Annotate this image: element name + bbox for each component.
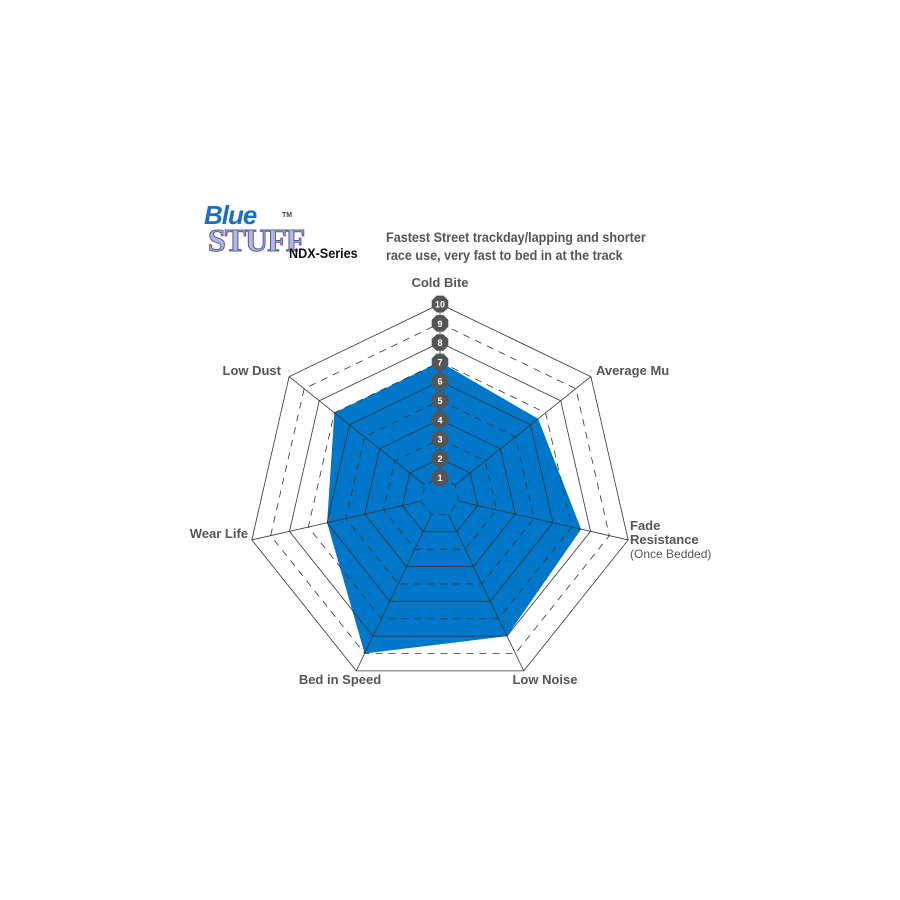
axis-sublabel: (Once Bedded): [630, 547, 711, 561]
logo-blue: Blue: [204, 200, 257, 230]
axis-label: Average Mu: [596, 363, 669, 378]
grid-ring-9: [270, 322, 610, 654]
tick-label: 2: [437, 454, 442, 464]
axis-spoke: [251, 500, 422, 541]
axis-label: Cold Bite: [411, 275, 468, 290]
tick-label: 8: [437, 338, 442, 348]
tick-label: 7: [437, 357, 442, 367]
tick-label: 5: [437, 396, 442, 406]
axis-label: Wear Life: [190, 526, 248, 541]
tick-badge: [431, 334, 449, 351]
description-line: Fastest Street trackday/lapping and shor…: [386, 229, 646, 245]
tick-label: 10: [435, 300, 445, 310]
grid-ring-7: [307, 361, 573, 620]
tick-badge: [431, 469, 449, 487]
description: Fastest Street trackday/lapping and shor…: [386, 228, 646, 264]
logo-stuff: STUFF: [207, 222, 305, 259]
axis-label: Bed in Speed: [299, 672, 381, 687]
tick-badge: [431, 411, 449, 429]
logo-tm: TM: [282, 212, 293, 219]
tick-label: 6: [437, 377, 442, 387]
grid-ring-1: [420, 477, 460, 515]
axis-spoke: [448, 514, 525, 672]
grid-ring-3: [383, 438, 497, 550]
grid-ring-8: [289, 342, 591, 637]
grid-ring-2: [401, 457, 479, 533]
series-name: NDX-Series: [289, 245, 358, 261]
tick-badge: [431, 392, 449, 409]
axis-spoke: [355, 514, 432, 672]
tick-badge: [431, 314, 449, 332]
axis-spoke: [454, 376, 592, 486]
tick-badge: [431, 372, 449, 390]
grid-ring-4: [364, 419, 516, 567]
axis-label: Low Dust: [223, 363, 282, 378]
axis-label: Low Noise: [512, 672, 577, 687]
tick-label: 9: [437, 319, 442, 329]
tick-label: 3: [437, 435, 442, 445]
axis-label: Resistance: [630, 532, 699, 547]
grid-ring-6: [326, 380, 554, 602]
tick-badge: [431, 430, 449, 448]
description-line: race use, very fast to bed in at the tra…: [386, 247, 623, 263]
axis-spoke: [288, 376, 426, 486]
tick-badge: [431, 295, 449, 313]
axis-spoke: [458, 500, 629, 541]
tick-label: 1: [437, 473, 442, 483]
grid-ring-10: [251, 303, 629, 672]
tick-badge: [431, 353, 449, 371]
axis-label: Fade: [630, 518, 660, 533]
tick-badge: [431, 450, 449, 467]
tick-label: 4: [437, 415, 442, 425]
grid-ring-5: [345, 400, 535, 585]
